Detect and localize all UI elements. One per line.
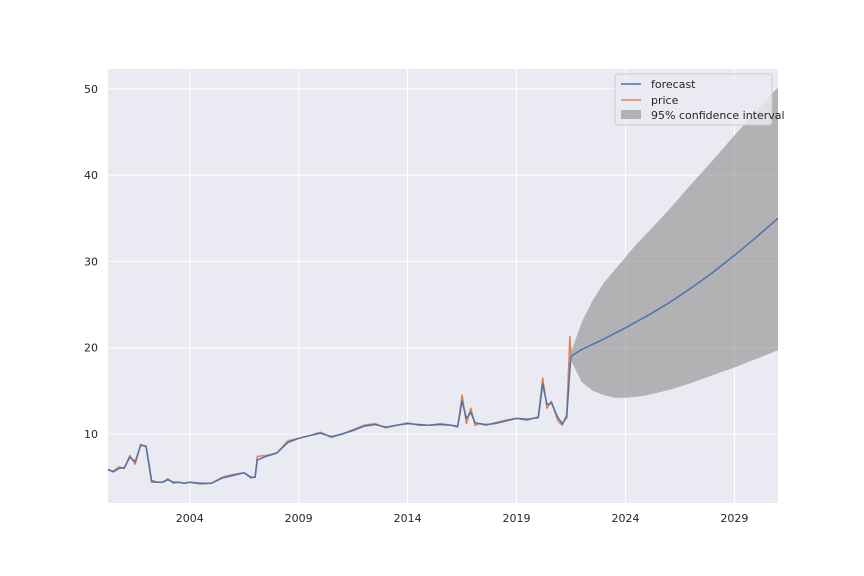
legend-confidence-label: 95% confidence interval: [651, 109, 785, 122]
y-tick-label: 10: [84, 428, 98, 441]
y-axis: 10 20 30 40 50: [84, 83, 98, 441]
x-tick-label: 2024: [611, 512, 639, 525]
y-tick-label: 50: [84, 83, 98, 96]
x-axis: 2004 2009 2014 2019 2024 2029: [176, 512, 749, 525]
confidence-band: [571, 87, 778, 398]
legend-box: [614, 73, 773, 126]
x-tick-label: 2004: [176, 512, 204, 525]
x-tick-label: 2009: [285, 512, 313, 525]
x-tick-label: 2029: [720, 512, 748, 525]
x-tick-label: 2014: [394, 512, 422, 525]
x-tick-label: 2019: [503, 512, 531, 525]
series-lines: [107, 217, 779, 485]
legend-forecast-label: forecast: [651, 78, 696, 91]
confidence-band-area: [571, 87, 778, 398]
y-tick-label: 20: [84, 342, 98, 355]
legend: forecast price 95% confidence interval: [614, 73, 785, 126]
y-tick-label: 40: [84, 169, 98, 182]
legend-confidence-swatch: [621, 110, 641, 119]
legend-price-label: price: [651, 94, 679, 107]
y-tick-label: 30: [84, 255, 98, 268]
forecast-line: [107, 217, 779, 484]
